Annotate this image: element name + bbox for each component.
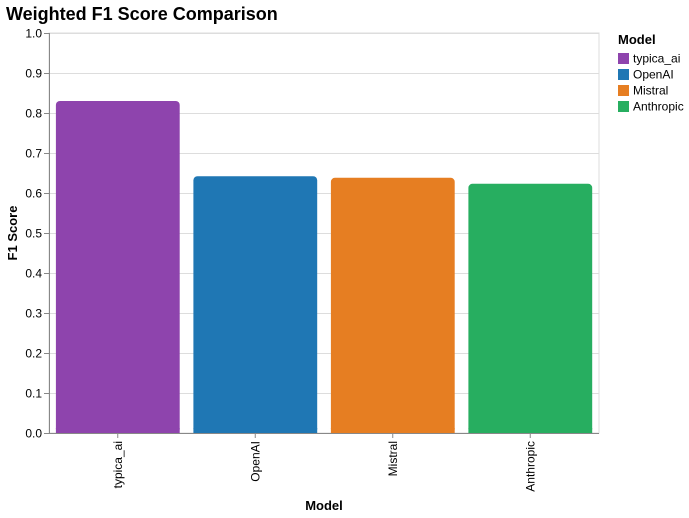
bar-base <box>330 428 455 433</box>
y-tick-label: 0.0 <box>25 427 42 441</box>
bars <box>55 101 593 433</box>
legend-swatch <box>618 85 629 96</box>
y-tick-label: 0.1 <box>25 387 42 401</box>
x-tick-label: OpenAI <box>248 441 262 482</box>
y-tick-label: 0.9 <box>25 67 42 81</box>
y-axis-title: F1 Score <box>5 206 20 261</box>
legend-label: Anthropic <box>633 100 684 114</box>
x-tick-label: Mistral <box>386 441 400 476</box>
x-axis: typica_ai OpenAI Mistral Anthropic <box>49 433 599 492</box>
legend: Model typica_ai OpenAI Mistral Anthropic <box>618 32 684 114</box>
y-tick-label: 0.3 <box>25 307 42 321</box>
bar-base <box>55 428 180 433</box>
y-tick-label: 0.6 <box>25 187 42 201</box>
y-tick-label: 0.7 <box>25 147 42 161</box>
y-tick-label: 0.5 <box>25 227 42 241</box>
x-tick-label: Anthropic <box>523 441 537 492</box>
bar-mistral <box>330 177 455 433</box>
bar-openai <box>193 176 318 433</box>
legend-label: OpenAI <box>633 68 674 82</box>
chart-title: Weighted F1 Score Comparison <box>6 4 278 24</box>
bar-anthropic <box>468 183 593 433</box>
y-tick-label: 0.4 <box>25 267 42 281</box>
x-axis-title: Model <box>305 498 343 513</box>
bar-base <box>468 428 593 433</box>
legend-label: Mistral <box>633 84 668 98</box>
bar-typica-ai <box>55 101 180 433</box>
y-tick-label: 1.0 <box>25 27 42 41</box>
legend-swatch <box>618 101 629 112</box>
legend-swatch <box>618 69 629 80</box>
bar-base <box>193 428 318 433</box>
y-tick-label: 0.8 <box>25 107 42 121</box>
legend-title: Model <box>618 32 656 47</box>
x-tick-label: typica_ai <box>111 441 125 488</box>
y-tick-label: 0.2 <box>25 347 42 361</box>
legend-swatch <box>618 53 629 64</box>
legend-label: typica_ai <box>633 52 680 66</box>
y-axis: 0.0 0.1 0.2 0.3 0.4 0.5 0.6 0.7 0.8 0.9 1.0 <box>25 27 50 441</box>
